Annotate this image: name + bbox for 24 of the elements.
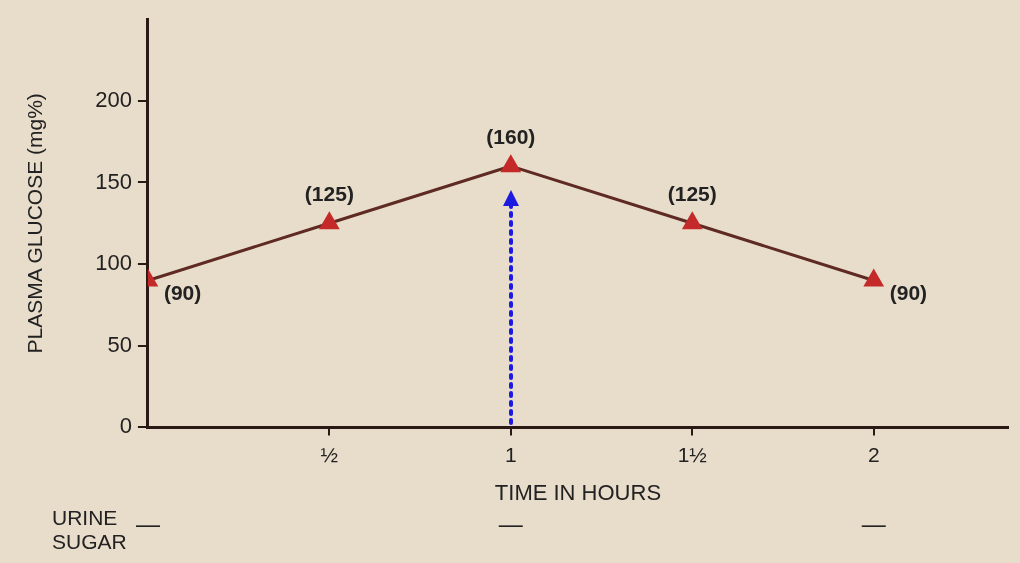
- y-tick-label: 200: [95, 86, 132, 112]
- y-tick-label: 100: [95, 250, 132, 276]
- y-tick-label: 0: [119, 413, 132, 439]
- data-label: (90): [889, 281, 928, 305]
- y-axis-title: PLASMA GLUCOSE (mg%): [23, 93, 47, 354]
- text: —: [135, 510, 160, 538]
- x-tick-label: 1: [504, 442, 517, 466]
- x-tick-label: 1½: [677, 442, 707, 466]
- point: [320, 212, 339, 230]
- data-label: (90): [163, 281, 202, 305]
- data-label: (125): [304, 182, 354, 206]
- text: —: [861, 510, 886, 538]
- point: [501, 155, 521, 173]
- text: URINE SUGAR: [52, 506, 127, 554]
- data-label: (125): [667, 182, 717, 206]
- point: [682, 212, 702, 230]
- x-tick-label: 2: [867, 442, 880, 466]
- y-tick-label: 150: [95, 168, 132, 194]
- x-tick-label: ½: [320, 442, 339, 466]
- y-tick-label: 50: [107, 331, 132, 357]
- data-label: (160): [486, 124, 536, 148]
- x-axis-title: TIME IN HOURS: [494, 479, 662, 505]
- point: [864, 269, 884, 287]
- text: —: [498, 510, 523, 538]
